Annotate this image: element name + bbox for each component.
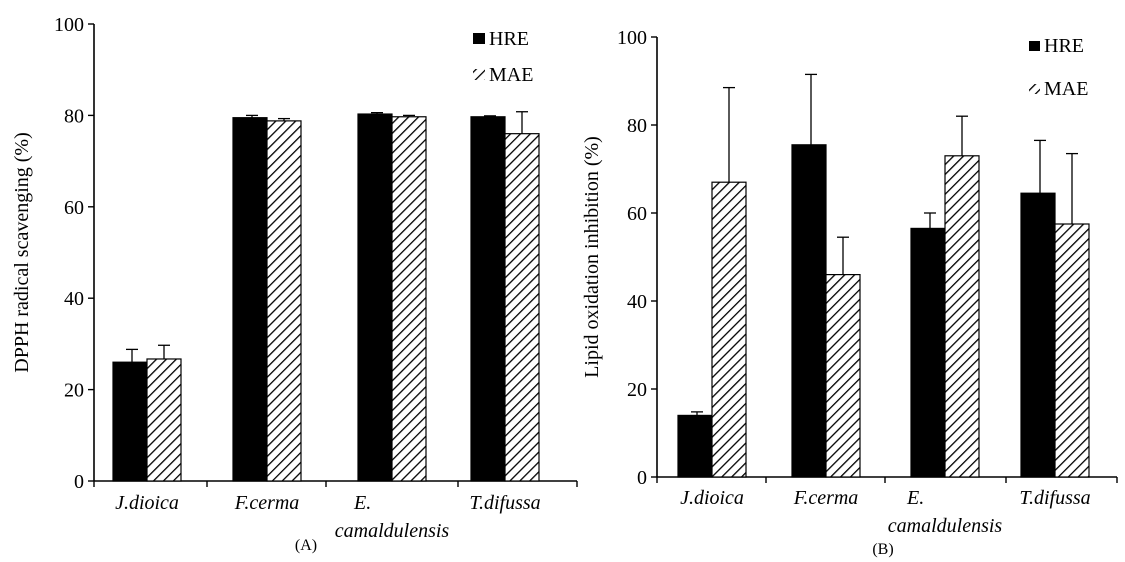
x-category-label: E. — [353, 492, 371, 514]
legend-label: HRE — [489, 28, 529, 50]
x-category-label: camaldulensis — [888, 515, 1003, 537]
legend-swatch-hre — [473, 33, 485, 44]
y-tick-label: 100 — [617, 27, 647, 49]
hre-bar — [357, 113, 393, 482]
y-tick-label: 40 — [627, 291, 647, 313]
mae-bar — [711, 181, 747, 478]
y-tick-label: 80 — [64, 105, 84, 127]
x-category-label: T.difussa — [1019, 487, 1090, 509]
hre-bar — [1020, 192, 1056, 478]
hre-bar — [677, 414, 713, 478]
y-axis-label: DPPH radical scavenging (%) — [11, 132, 33, 373]
x-category-label: camaldulensis — [335, 520, 450, 542]
x-category-label: J.dioica — [680, 487, 744, 509]
legend-label: MAE — [489, 64, 533, 86]
hre-bar — [470, 116, 506, 482]
chart-panel-b: 0 20 40 60 80 100 J.dioica F.cerma E. camaldulens… — [581, 27, 1118, 558]
y-tick-label: 60 — [627, 203, 647, 225]
y-tick-label: 100 — [54, 14, 84, 36]
y-tick-label: 20 — [64, 380, 84, 402]
legend-swatch-hre — [1029, 41, 1040, 51]
hre-bar — [910, 227, 946, 478]
mae-bar — [146, 358, 182, 482]
legend-label: HRE — [1044, 35, 1084, 57]
legend-label: MAE — [1044, 78, 1088, 100]
mae-bar — [1054, 223, 1090, 478]
y-tick-label: 20 — [627, 379, 647, 401]
chart-panel-a: 0 20 40 60 80 100 J.dioica F.cerma E. camaldulens… — [11, 14, 578, 554]
mae-bar — [825, 274, 861, 478]
mae-bar — [266, 120, 302, 482]
y-tick-label: 40 — [64, 288, 84, 310]
y-tick-label: 60 — [64, 197, 84, 219]
x-category-label: J.dioica — [115, 492, 179, 514]
y-tick-label: 80 — [627, 115, 647, 137]
y-tick-label: 0 — [637, 467, 647, 489]
y-tick-label: 0 — [74, 471, 84, 493]
hre-bar — [791, 144, 827, 478]
panel-label: (A) — [295, 537, 317, 554]
mae-bar — [391, 116, 427, 482]
hre-bar — [232, 117, 268, 482]
y-axis-label: Lipid oxidation inhibition (%) — [581, 136, 603, 378]
mae-bar — [504, 133, 540, 482]
hre-bar — [112, 361, 148, 482]
panel-label: (B) — [872, 541, 893, 558]
x-category-label: F.cerma — [793, 487, 859, 509]
mae-bar — [944, 155, 980, 478]
x-category-label: T.difussa — [469, 492, 540, 514]
legend-swatch-mae — [473, 69, 485, 80]
x-category-label: E. — [906, 487, 924, 509]
legend-swatch-mae — [1029, 84, 1040, 94]
x-category-label: F.cerma — [234, 492, 300, 514]
